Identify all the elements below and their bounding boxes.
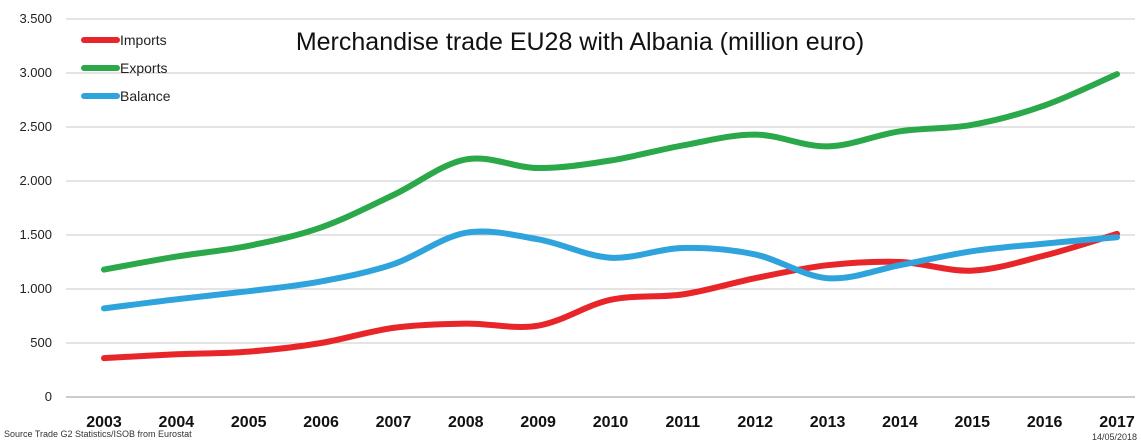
x-tick-label: 2007: [376, 414, 412, 431]
date-stamp: 14/05/2018: [1092, 432, 1137, 441]
series-line-balance: [101, 228, 1120, 312]
y-tick-label: 500: [30, 335, 52, 350]
legend-label-exports: Exports: [120, 60, 167, 76]
source-note: Source Trade G2 Statistics/ISOB from Eur…: [4, 429, 192, 439]
y-tick-label: 1.000: [19, 281, 52, 296]
y-tick-label: 1.500: [19, 227, 52, 242]
series-lines: [101, 71, 1120, 362]
x-tick-label: 2013: [810, 414, 846, 431]
x-tick-label: 2009: [520, 414, 556, 431]
gridlines: [66, 18, 1135, 398]
x-tick-label: 2016: [1027, 414, 1063, 431]
x-tick-label: 2011: [665, 414, 700, 431]
x-tick-label: 2006: [303, 414, 339, 431]
x-tick-label: 2014: [882, 414, 918, 431]
legend-label-imports: Imports: [120, 32, 167, 48]
x-tick-label: 2008: [448, 414, 484, 431]
legend: Imports Exports Balance: [81, 32, 171, 104]
chart-title: Merchandise trade EU28 with Albania (mil…: [296, 28, 864, 56]
y-tick-label: 2.000: [19, 173, 52, 188]
y-tick-label: 0: [45, 389, 52, 404]
x-tick-label: 2005: [231, 414, 267, 431]
y-tick-label: 2.500: [19, 119, 52, 134]
y-tick-label: 3.500: [19, 11, 52, 26]
legend-label-balance: Balance: [120, 88, 171, 104]
x-tick-label: 2017: [1099, 414, 1135, 431]
x-tick-label: 2012: [737, 414, 773, 431]
x-tick-label: 2004: [159, 414, 195, 431]
x-tick-label: 2010: [593, 414, 629, 431]
x-axis-ticks: 2003 2004 2005 2006 2007 2008 2009 2010 2011 2012…: [86, 414, 1135, 431]
x-tick-label: 2003: [86, 414, 122, 431]
series-line-imports: [101, 230, 1120, 362]
y-tick-label: 3.000: [19, 65, 52, 80]
series-line-exports: [101, 71, 1120, 273]
y-axis-ticks: 0 500 1.000 1.500 2.000 2.500 3.000 3.500: [19, 11, 52, 404]
x-tick-label: 2015: [954, 414, 990, 431]
